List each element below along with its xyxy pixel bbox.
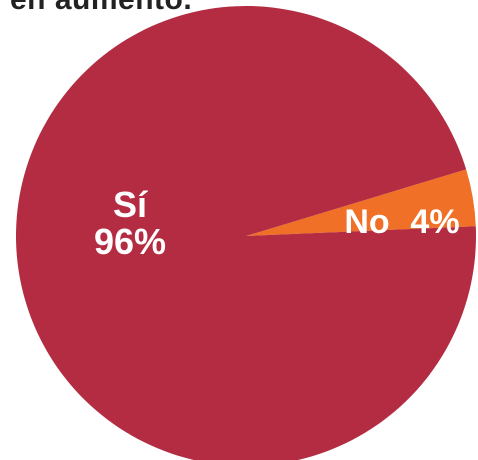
label-no-name: No <box>344 203 389 241</box>
label-si-value: 96% <box>94 221 166 262</box>
label-no-value: 4% <box>410 203 459 241</box>
pie-slice-si <box>16 6 476 460</box>
label-si-name: Sí <box>113 184 148 225</box>
pie-slices <box>16 6 476 460</box>
